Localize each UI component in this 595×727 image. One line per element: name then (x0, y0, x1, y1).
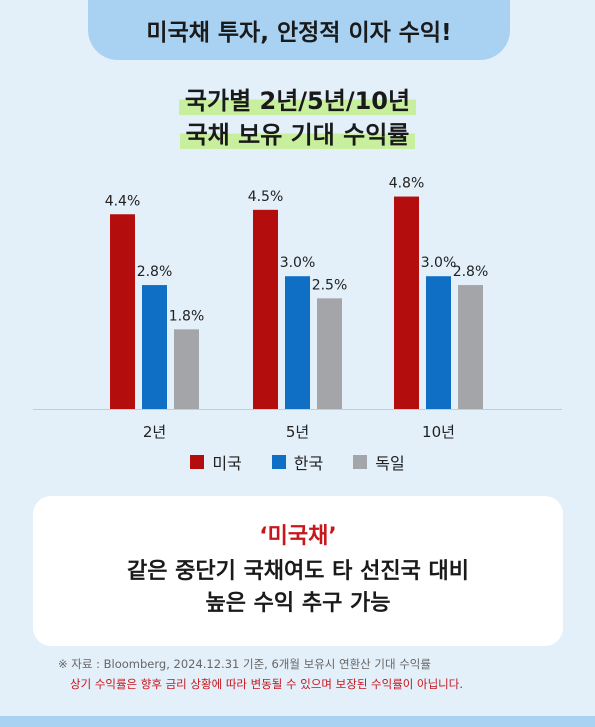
data-label-de-1: 1.8% (169, 308, 205, 324)
summary-line-1: 같은 중단기 국채여도 타 선진국 대비 (127, 559, 469, 584)
data-label-us-3: 4.8% (389, 176, 425, 192)
x-tick-label-2: 5년 (286, 423, 309, 441)
bar-us-2 (253, 209, 278, 409)
banner-title: 미국채 투자, 안정적 이자 수익! (146, 20, 452, 46)
data-label-us-2: 4.5% (248, 189, 284, 205)
chart-title-line-1: 국가별 2년/5년/10년 (178, 87, 417, 115)
header-banner: 미국채 투자, 안정적 이자 수익! (88, 0, 510, 60)
data-label-kr-1: 2.8% (137, 264, 173, 280)
bar-kr-2 (285, 276, 310, 409)
data-label-kr-3: 3.0% (421, 255, 457, 271)
chart-title: 국가별 2년/5년/10년 국채 보유 기대 수익률 (0, 84, 595, 152)
legend-item-kr: 한국 (271, 450, 324, 474)
footnote-source: ※ 자료 : Bloomberg, 2024.12.31 기준, 6개월 보유시… (58, 657, 431, 671)
footnote-disclaimer: 상기 수익률은 향후 금리 상황에 따라 변동될 수 있으며 보장된 수익률이 … (70, 677, 464, 691)
bar-kr-1 (142, 285, 167, 409)
summary-card: ‘미국채’ 같은 중단기 국채여도 타 선진국 대비 높은 수익 추구 가능 (33, 496, 563, 646)
legend-swatch-kr (271, 455, 286, 469)
chart-title-line-2: 국채 보유 기대 수익률 (179, 121, 416, 149)
bar-us-3 (394, 196, 419, 409)
footnote: ※ 자료 : Bloomberg, 2024.12.31 기준, 6개월 보유시… (58, 654, 463, 694)
legend-item-de: 독일 (353, 450, 405, 474)
data-label-de-2: 2.5% (312, 277, 348, 293)
bottom-bar (0, 716, 595, 727)
bar-kr-3 (426, 276, 451, 409)
data-label-de-3: 2.8% (453, 264, 489, 280)
legend-item-us: 미국 (190, 450, 242, 474)
chart-legend: 미국 한국 독일 (0, 450, 595, 474)
bar-de-1 (174, 329, 199, 409)
legend-label-us: 미국 (212, 454, 242, 473)
x-tick-label-1: 2년 (143, 423, 166, 441)
bar-us-1 (110, 214, 135, 409)
summary-accent: ‘미국채’ (259, 524, 337, 549)
bar-chart: 4.4%2.8%1.8%2년4.5%3.0%2.5%5년4.8%3.0%2.8%… (33, 176, 562, 441)
legend-label-de: 독일 (375, 454, 405, 473)
legend-swatch-us (190, 455, 205, 469)
bar-de-2 (317, 298, 342, 409)
summary-line-2: 높은 수익 추구 가능 (205, 591, 391, 616)
x-tick-label-3: 10년 (422, 423, 455, 441)
data-label-us-1: 4.4% (105, 193, 141, 209)
legend-swatch-de (353, 455, 368, 469)
legend-label-kr: 한국 (293, 454, 324, 473)
bar-de-3 (458, 285, 483, 409)
data-label-kr-2: 3.0% (280, 255, 316, 271)
